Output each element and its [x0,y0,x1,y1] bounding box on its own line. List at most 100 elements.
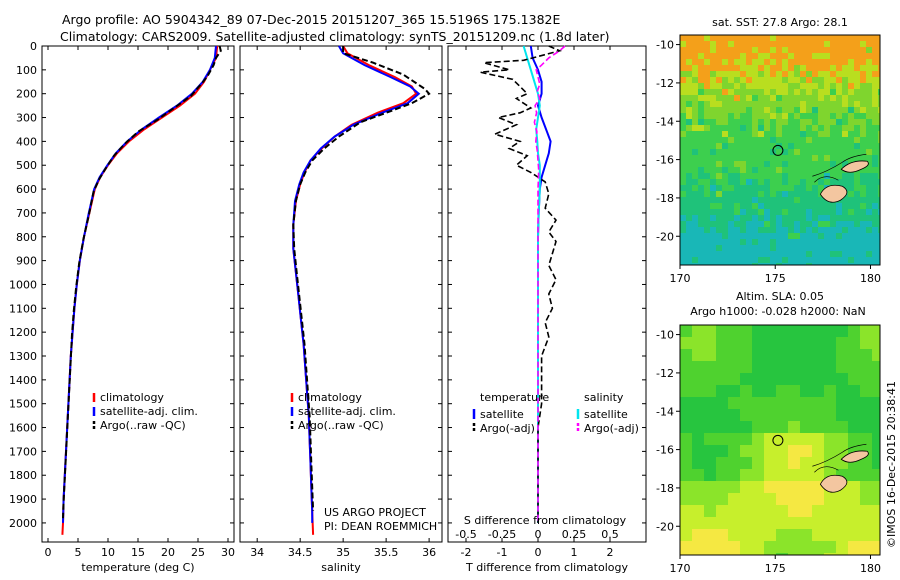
sst_map-cell [680,107,686,113]
sst_map-cell [842,233,848,239]
sst_map-cell [698,161,704,167]
sst_map-cell [854,143,860,149]
sla_map-cell [860,529,872,541]
sla_map-cell [824,493,836,505]
sst_map-cell [872,173,878,179]
sst_map-cell [806,101,812,107]
sst_map-cell [866,101,872,107]
sst_map-cell [692,113,698,119]
sst_map-cell [842,251,848,257]
sst_map-cell [734,89,740,95]
sst_map-cell [854,137,860,143]
sst_map-cell [716,215,722,221]
sst_map-cell [764,233,770,239]
sst_map-cell [776,155,782,161]
sst_map-cell [680,257,686,263]
sst_map-cell [740,101,746,107]
sst_map-cell [860,101,866,107]
sst_map-cell [728,53,734,59]
salinity-xlabel: salinity [321,561,361,574]
sst_map-cell [710,113,716,119]
sst_map-cell [716,221,722,227]
sst_map-cell [758,137,764,143]
sst_map-cell [788,179,794,185]
sst_map-cell [848,107,854,113]
sla_map-cell [728,409,740,421]
sst_map-cell [686,167,692,173]
sst_map-cell [716,185,722,191]
sst_map-cell [692,89,698,95]
sla_map-cell [716,457,728,469]
sla_map-cell [752,481,764,493]
sla-map-subtitle: Argo h1000: -0.028 h2000: NaN [690,305,866,318]
sst_map-cell [716,125,722,131]
sst_map-cell [854,197,860,203]
sst_map-cell [836,125,842,131]
sst_map-cell [782,179,788,185]
sla_map-cell [860,325,872,337]
sst_map-cell [788,263,794,265]
tdiff-legend-heading: temperature [480,391,549,404]
sst_map-cell [734,35,740,41]
sst_map-cell [794,119,800,125]
sst_map-cell [692,257,698,263]
sst_map-cell [842,149,848,155]
sst_map-cell [842,161,848,167]
sst_map-cell [836,239,842,245]
sst_map-cell [722,245,728,251]
sla_map-cell [860,457,872,469]
sst_map-cell [722,161,728,167]
sla_map-cell [740,373,752,385]
sst_map-cell [848,41,854,47]
sst_map-cell [848,227,854,233]
sst_map-cell [728,131,734,137]
sla_map-cell [764,373,776,385]
sst_map-cell [716,119,722,125]
sst_map-cell [818,215,824,221]
sst_map-cell [704,197,710,203]
sla_map-cell [704,541,716,553]
sla_map-cell [764,421,776,433]
sst_map-cell [860,53,866,59]
sst_map-cell [776,59,782,65]
sst_map-cell [752,251,758,257]
sst_map-cell [800,263,806,265]
sla_map-cell [704,517,716,529]
sst_map-ytick-label: -20 [656,230,674,243]
sla_map-frame [679,324,881,556]
sst_map-cell [806,197,812,203]
sst_map-cell [716,209,722,215]
sst_map-cell [830,71,836,77]
sst_map-cell [860,215,866,221]
sst_map-cell [836,167,842,173]
sst_map-cell [692,53,698,59]
sdiff-label: S difference from climatology [464,514,627,527]
panel-difference: -2 -1 0 1 2T difference from climatology-0.5… [447,45,647,574]
sla_map-cell [740,529,752,541]
sst_map-cell [758,149,764,155]
sst_map-cell [758,227,764,233]
sst_map-cell [872,59,878,65]
sla_map-cell [824,409,836,421]
sst_map-cell [686,47,692,53]
sst_map-cell [698,101,704,107]
sst_map-cell [698,119,704,125]
sst_map-cell [788,137,794,143]
sst_map-cell [872,221,878,227]
sst_map-cell [686,131,692,137]
sst_map-cell [728,263,734,265]
sst_map-cell [806,131,812,137]
sst_map-cell [782,35,788,41]
sst_map-cell [704,257,710,263]
sla_map-cell [776,481,788,493]
sst_map-cell [818,131,824,137]
sst_map-cell [872,119,878,125]
sst_map-cell [686,197,692,203]
sst_map-cell [752,263,758,265]
sst_map-cell [740,263,746,265]
sst_map-cell [710,257,716,263]
sla_map-cell [752,349,764,361]
sst_map-cell [764,257,770,263]
sla_map-cell [764,337,776,349]
sst_map-cell [866,173,872,179]
